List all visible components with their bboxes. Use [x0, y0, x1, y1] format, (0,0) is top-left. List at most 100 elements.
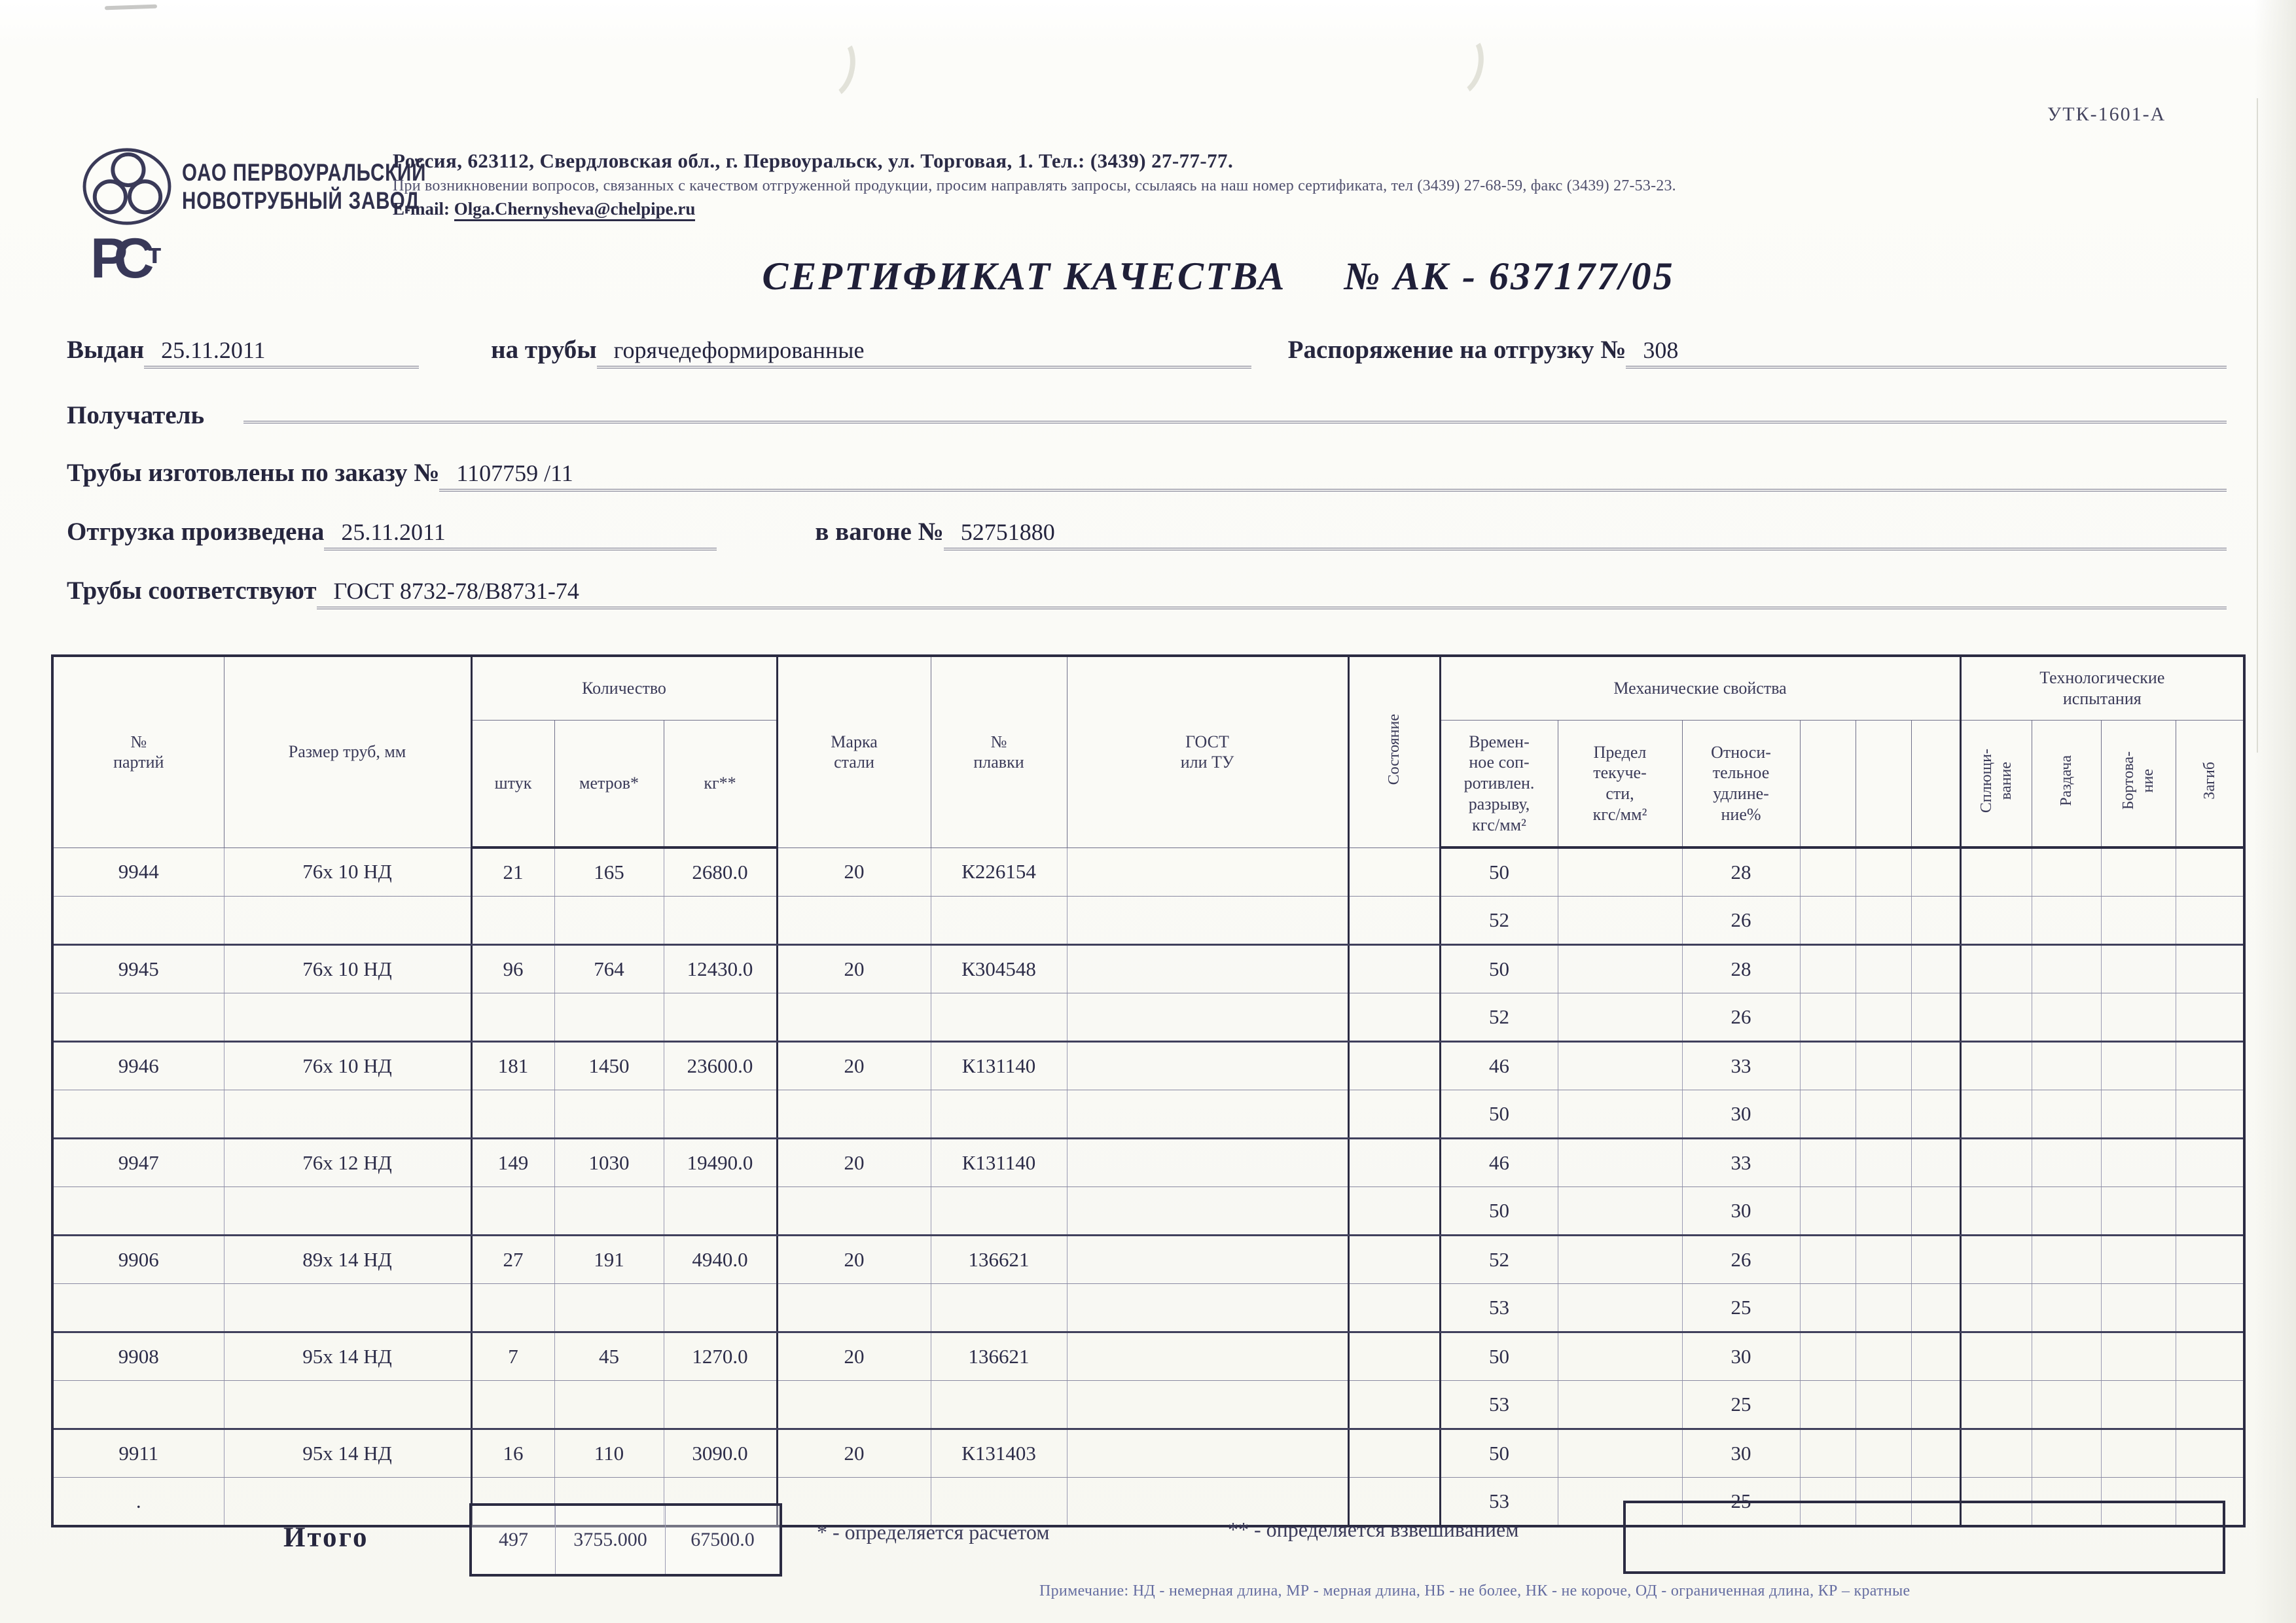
- col-header-yield: Предел текуче- сти, кгс/мм²: [1557, 720, 1683, 849]
- cell-pcs: 96: [470, 944, 555, 993]
- address-block: Россия, 623112, Свердловская обл., г. Пе…: [393, 149, 2212, 221]
- cell-melt: К131140: [930, 1138, 1067, 1187]
- cell-melt: [930, 993, 1067, 1043]
- total-meters: 3755.000: [555, 1506, 665, 1574]
- cell-pcs: [470, 1477, 555, 1527]
- cell-elong: 33: [1681, 1041, 1801, 1090]
- cell-f1: [1959, 1429, 2032, 1478]
- cell-f2: [2031, 944, 2102, 993]
- cell-f1: [1959, 1138, 2032, 1187]
- col-header-party: № партий: [52, 655, 224, 848]
- col-group-quantity: Количество: [470, 655, 778, 721]
- receiver-value: [243, 419, 2227, 423]
- cell-gost: [1066, 1235, 1349, 1284]
- cell-tensile: 50: [1439, 1429, 1558, 1478]
- col-header-size: Размер труб, мм: [223, 655, 472, 848]
- totals-section: Итого 497 3755.000 67500.0 * - определяе…: [51, 1501, 2245, 1588]
- page-title: СЕРТИФИКАТ КАЧЕСТВА № АК - 637177/05: [0, 254, 2296, 299]
- cell-elong: 30: [1681, 1429, 1801, 1478]
- cell-x1: [1799, 1429, 1856, 1478]
- cell-f2: [2031, 1041, 2102, 1090]
- issued-value: 25.11.2011: [144, 336, 420, 368]
- cell-steel: [776, 1477, 931, 1527]
- total-pcs: 497: [499, 1529, 528, 1550]
- table-row: 52 26: [52, 993, 2245, 1043]
- cell-state: [1347, 1138, 1441, 1187]
- cell-steel: 20: [776, 1332, 931, 1381]
- cell-f1: [1959, 896, 2032, 946]
- cell-party: [52, 993, 224, 1043]
- field-row-order-made: Трубы изготовлены по заказу № 1107759 /1…: [67, 458, 2227, 491]
- cell-gost: [1066, 1041, 1349, 1090]
- col-header-bend: Загиб: [2175, 720, 2245, 849]
- cell-f1: [1959, 993, 2032, 1043]
- cell-steel: [776, 1186, 931, 1236]
- col-header-elongation: Относи- тельное удлине- ние%: [1681, 720, 1801, 849]
- cell-f3: [2100, 1332, 2176, 1381]
- cell-f4: [2175, 847, 2245, 897]
- email-link[interactable]: Olga.Chernysheva@chelpipe.ru: [454, 199, 696, 221]
- cell-x1: [1799, 1186, 1856, 1236]
- cell-f4: [2175, 1283, 2245, 1333]
- form-code: УТК-1601-А: [2047, 103, 2166, 125]
- cell-gost: [1066, 1186, 1349, 1236]
- cell-pcs: 181: [470, 1041, 555, 1090]
- cell-tensile: 46: [1439, 1041, 1558, 1090]
- col-header-gost: ГОСТ или ТУ: [1066, 655, 1349, 848]
- cell-tensile: 50: [1439, 847, 1558, 897]
- cell-x3: [1910, 847, 1961, 897]
- cell-melt: 136621: [930, 1332, 1067, 1381]
- cell-m: 1450: [554, 1041, 664, 1090]
- cell-elong: 33: [1681, 1138, 1801, 1187]
- cell-yld: [1557, 944, 1683, 993]
- cell-f2: [2031, 1283, 2102, 1333]
- cell-pcs: 149: [470, 1138, 555, 1187]
- cell-melt: К226154: [930, 847, 1067, 897]
- cell-m: [554, 896, 664, 946]
- col-header-tensile: Времен- ное соп- ротивлен. разрыву, кгс/…: [1439, 720, 1558, 849]
- cell-elong: 28: [1681, 847, 1801, 897]
- cell-pcs: [470, 896, 555, 946]
- wagon-value: 52751880: [943, 518, 2227, 550]
- table-row: 50 30: [52, 1090, 2245, 1139]
- made-label: Трубы изготовлены по заказу №: [67, 459, 440, 487]
- cell-party: .: [52, 1477, 224, 1527]
- cell-x2: [1855, 993, 1912, 1043]
- cell-f4: [2175, 944, 2245, 993]
- cell-f2: [2031, 1429, 2102, 1478]
- cell-f2: [2031, 847, 2102, 897]
- cell-pcs: 27: [470, 1235, 555, 1284]
- cell-gost: [1066, 1090, 1349, 1139]
- cell-melt: [930, 1186, 1067, 1236]
- cell-gost: [1066, 896, 1349, 946]
- cell-steel: 20: [776, 1235, 931, 1284]
- scan-crescent: [1432, 27, 1490, 101]
- cell-f3: [2100, 847, 2176, 897]
- cell-elong: 30: [1681, 1186, 1801, 1236]
- certificate-number: № АК - 637177/05: [1344, 255, 1675, 298]
- cell-f2: [2031, 1332, 2102, 1381]
- cell-f2: [2031, 1380, 2102, 1430]
- cell-state: [1347, 1186, 1441, 1236]
- cell-x2: [1855, 1041, 1912, 1090]
- cell-m: [554, 1186, 664, 1236]
- cell-x2: [1855, 847, 1912, 897]
- field-row-shipment: Отгрузка произведена 25.11.2011 в вагоне…: [67, 517, 2227, 550]
- cell-kg: 4940.0: [663, 1235, 778, 1284]
- cell-tensile: 53: [1439, 1380, 1558, 1430]
- cell-kg: [663, 1186, 778, 1236]
- cell-f1: [1959, 847, 2032, 897]
- cell-steel: [776, 1283, 931, 1333]
- cell-f4: [2175, 1429, 2245, 1478]
- cell-x2: [1855, 1090, 1912, 1139]
- cell-f1: [1959, 1090, 2032, 1139]
- cell-x3: [1910, 1283, 1961, 1333]
- field-row-conform: Трубы соответствуют ГОСТ 8732-78/В8731-7…: [67, 576, 2227, 609]
- cell-x1: [1799, 1090, 1856, 1139]
- cell-melt: [930, 1090, 1067, 1139]
- col-header-expansion: Раздача: [2031, 720, 2102, 849]
- cell-state: [1347, 1235, 1441, 1284]
- cell-state: [1347, 1477, 1441, 1527]
- cell-f4: [2175, 1041, 2245, 1090]
- cell-tensile: 52: [1439, 1235, 1558, 1284]
